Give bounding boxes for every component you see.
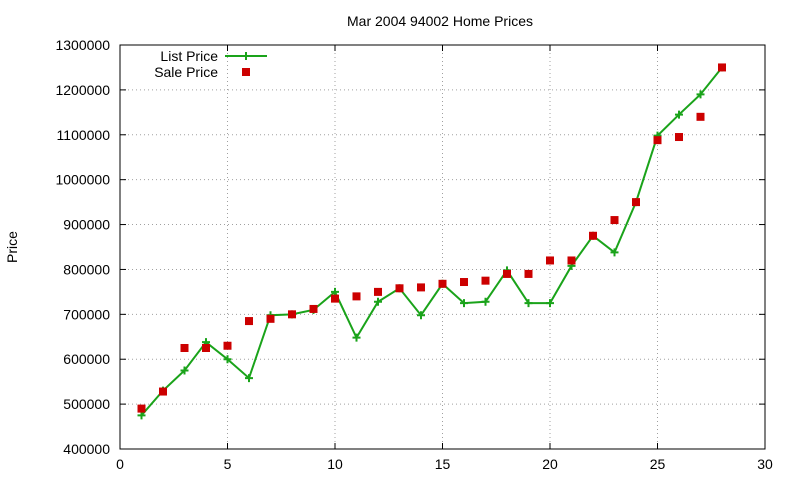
sale-price-point [589,231,597,240]
sale-price-point [309,304,318,313]
x-tick-label: 20 [542,456,558,472]
y-tick-label: 1000000 [55,172,110,188]
sale-price-point [653,136,662,145]
list-price-point [460,299,468,308]
sale-price-point [610,216,619,225]
y-tick-label: 600000 [63,351,110,367]
chart-title: Mar 2004 94002 Home Prices [347,13,533,29]
sale-price-point [352,292,361,301]
list-price-point [374,297,382,306]
y-tick-label: 1300000 [55,37,110,53]
sale-price-point [696,112,705,121]
sale-price-point [223,341,232,350]
sale-price-point [503,269,511,278]
sale-price-point [460,278,468,287]
list-price-point [417,311,425,320]
sale-price-point [417,283,425,292]
sale-price-point [266,314,275,323]
sale-price-point [137,404,146,413]
y-tick-label: 500000 [63,396,110,412]
y-tick-label: 700000 [63,306,110,322]
sale-price-point [675,133,683,142]
legend-label: Sale Price [154,64,218,80]
list-price-point [245,374,253,383]
grid [120,45,765,449]
sale-price-point [288,310,296,319]
x-tick-label: 0 [116,456,124,472]
list-price-point [524,299,533,308]
sale-price-point [395,284,404,293]
x-tick-label: 25 [650,456,666,472]
list-price-point [180,366,189,375]
sale-price-point [524,269,533,278]
sale-price-point [331,294,339,303]
sale-price-point [202,344,210,352]
list-price-point [137,411,146,420]
legend-marker [242,68,250,76]
x-tick-label: 10 [327,456,343,472]
list-price-point [610,248,619,257]
sale-price-point [245,317,253,326]
sale-price-point [567,256,576,265]
sale-price-point [481,276,490,285]
list-price-point [546,299,554,308]
series [137,63,726,420]
y-axis-label: Price [4,231,20,263]
list-price-point [696,90,705,99]
list-price-point [675,110,683,119]
ticks: 0 5 10 15 20 25 30 400000 500000 600000 700000 8000… [55,37,773,472]
list-price-line [140,66,723,416]
y-tick-label: 1100000 [57,127,111,143]
list-price-point [331,287,339,296]
y-tick-label: 800000 [63,261,110,277]
series-sale-price [137,63,726,413]
sale-price-point [159,387,167,396]
legend-marker [242,52,250,60]
sale-price-point [546,256,554,265]
x-tick-label: 5 [224,456,232,472]
series-list-price [137,63,726,420]
sale-price-point [438,279,447,288]
sale-price-point [632,198,640,207]
x-tick-label: 30 [757,456,773,472]
list-price-point [352,333,361,342]
legend-label: List Price [160,48,218,64]
x-tick-label: 15 [435,456,451,472]
sale-price-point [718,63,726,72]
sale-price-point [180,344,189,352]
y-tick-label: 400000 [63,441,110,457]
sale-price-point [374,287,382,296]
y-tick-label: 900000 [63,217,110,233]
list-price-point [481,297,490,306]
y-tick-label: 1200000 [55,82,110,98]
list-price-point [223,355,232,364]
